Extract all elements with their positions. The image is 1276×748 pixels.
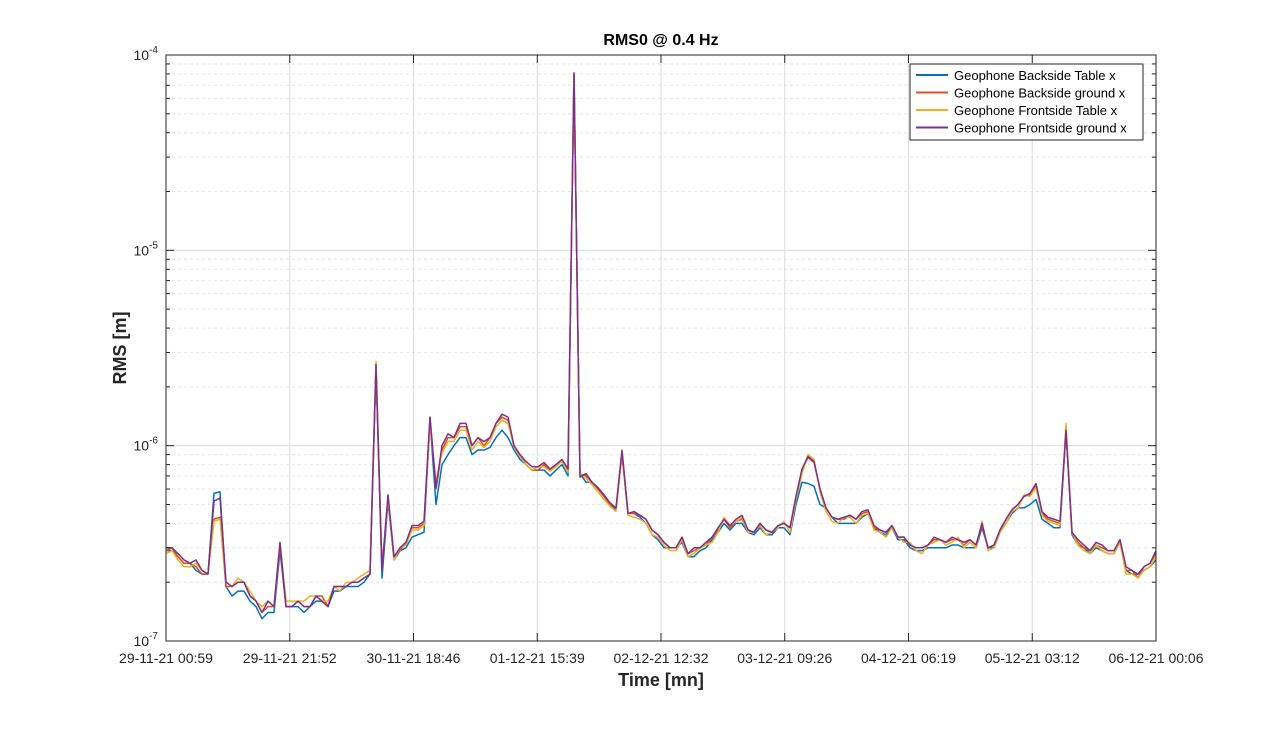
y-axis-label: RMS [m] (110, 312, 130, 385)
series-layer (165, 72, 1157, 620)
y-tick-label: 10-4 (134, 45, 159, 63)
x-tick-label: 01-12-21 15:39 (490, 650, 585, 666)
y-axis: 10-7 10-6 10-5 10-4 (134, 45, 1156, 649)
legend-box (909, 63, 1144, 141)
x-tick-label: 02-12-21 12:32 (614, 650, 709, 666)
x-axis-label: Time [mn] (618, 670, 704, 690)
x-tick-label: 03-12-21 09:26 (737, 650, 832, 666)
x-axis: 29-11-21 00:59 29-11-21 21:52 30-11-21 18:… (119, 55, 1204, 666)
y-tick-label: 10-6 (134, 436, 159, 454)
series-line (165, 73, 1157, 608)
y-tick-label: 10-7 (134, 631, 159, 649)
x-tick-label: 06-12-21 00:06 (1109, 650, 1204, 666)
legend-label: Geophone Frontside ground x (954, 121, 1127, 136)
legend: Geophone Backside Table x Geophone Backsi… (909, 63, 1144, 141)
legend-label: Geophone Backside ground x (954, 86, 1126, 101)
x-tick-label: 29-11-21 21:52 (243, 650, 337, 666)
legend-label: Geophone Backside Table x (954, 68, 1116, 83)
x-tick-label: 04-12-21 06:19 (861, 650, 956, 666)
x-tick-label: 29-11-21 00:59 (119, 650, 213, 666)
x-tick-label: 30-11-21 18:46 (367, 650, 461, 666)
chart-title: RMS0 @ 0.4 Hz (603, 32, 718, 49)
series-line (166, 72, 1157, 614)
legend-label: Geophone Frontside Table x (954, 103, 1118, 118)
y-tick-label: 10-5 (134, 240, 159, 258)
x-tick-label: 05-12-21 03:12 (985, 650, 1080, 666)
